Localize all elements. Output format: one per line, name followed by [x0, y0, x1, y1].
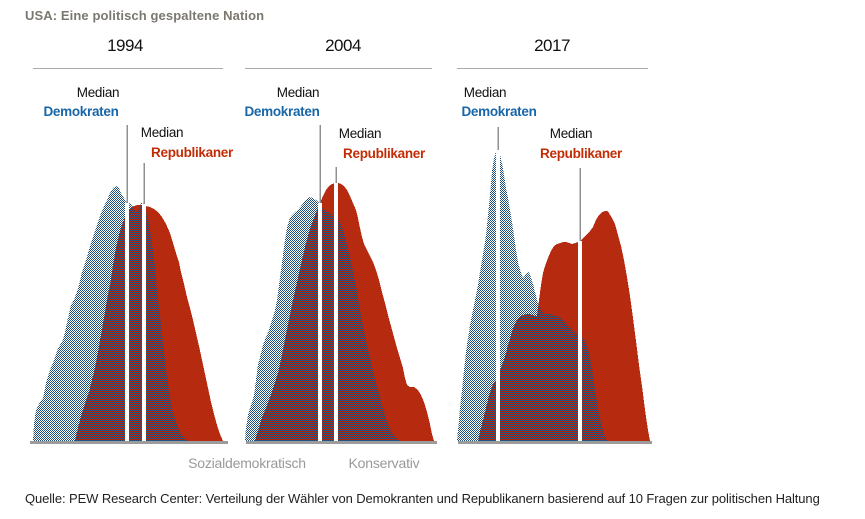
year-label-2017: 2017	[534, 36, 570, 55]
x-axis-baseline-2017	[458, 441, 652, 444]
democrats-party-label-1994: Demokraten	[43, 104, 119, 119]
median-gap-republicans-2017	[578, 241, 582, 441]
median-democrats-caption-2004: Median	[276, 85, 320, 100]
chart-group-2004	[245, 125, 437, 444]
median-line-republicans-1994	[143, 163, 145, 204]
year-label-2004: 2004	[325, 36, 361, 55]
median-line-democrats-1994	[126, 125, 128, 203]
median-gap-republicans-1994	[142, 204, 146, 441]
charts-layer	[30, 125, 652, 444]
democrats-party-label-2017: Demokraten	[461, 104, 537, 119]
median-republicans-caption-2004: Median	[338, 126, 382, 141]
x-axis-baseline-2004	[246, 441, 437, 444]
median-gap-democrats-2004	[318, 203, 322, 441]
median-gap-democrats-1994	[125, 203, 129, 441]
median-democrats-caption-1994: Median	[76, 85, 120, 100]
median-line-democrats-2004	[319, 125, 321, 203]
page-title: USA: Eine politisch gespaltene Nation	[25, 8, 265, 23]
year-underline-2017	[457, 68, 648, 69]
chart-group-1994	[30, 125, 228, 444]
median-republicans-caption-2017: Median	[549, 126, 593, 141]
democrats-distribution-2017	[457, 150, 607, 441]
year-label-1994: 1994	[107, 36, 143, 55]
x-axis-baseline-1994	[30, 441, 228, 444]
median-line-democrats-2017	[497, 127, 499, 150]
median-gap-republicans-2004	[334, 183, 338, 441]
median-republicans-caption-1994: Median	[140, 125, 184, 140]
republicans-party-label-2004: Republikaner	[343, 146, 425, 161]
axis-label-left: Sozialdemokratisch	[188, 455, 306, 471]
republicans-party-label-2017: Republikaner	[540, 146, 622, 161]
median-line-republicans-2017	[579, 168, 581, 241]
year-underline-1994	[33, 68, 223, 69]
democrats-party-label-2004: Demokraten	[244, 104, 320, 119]
median-democrats-caption-2017: Median	[463, 85, 507, 100]
chart-group-2017	[457, 127, 652, 444]
republicans-party-label-1994: Republikaner	[151, 145, 233, 160]
median-gap-democrats-2017	[496, 150, 500, 441]
democrats-distribution-2004	[245, 197, 400, 441]
median-line-republicans-2004	[335, 167, 337, 183]
axis-label-right: Konservativ	[348, 455, 420, 471]
democrats-distribution-1994	[33, 186, 187, 441]
year-underline-2004	[245, 68, 432, 69]
source-caption: Quelle: PEW Research Center: Verteilung …	[25, 491, 820, 506]
